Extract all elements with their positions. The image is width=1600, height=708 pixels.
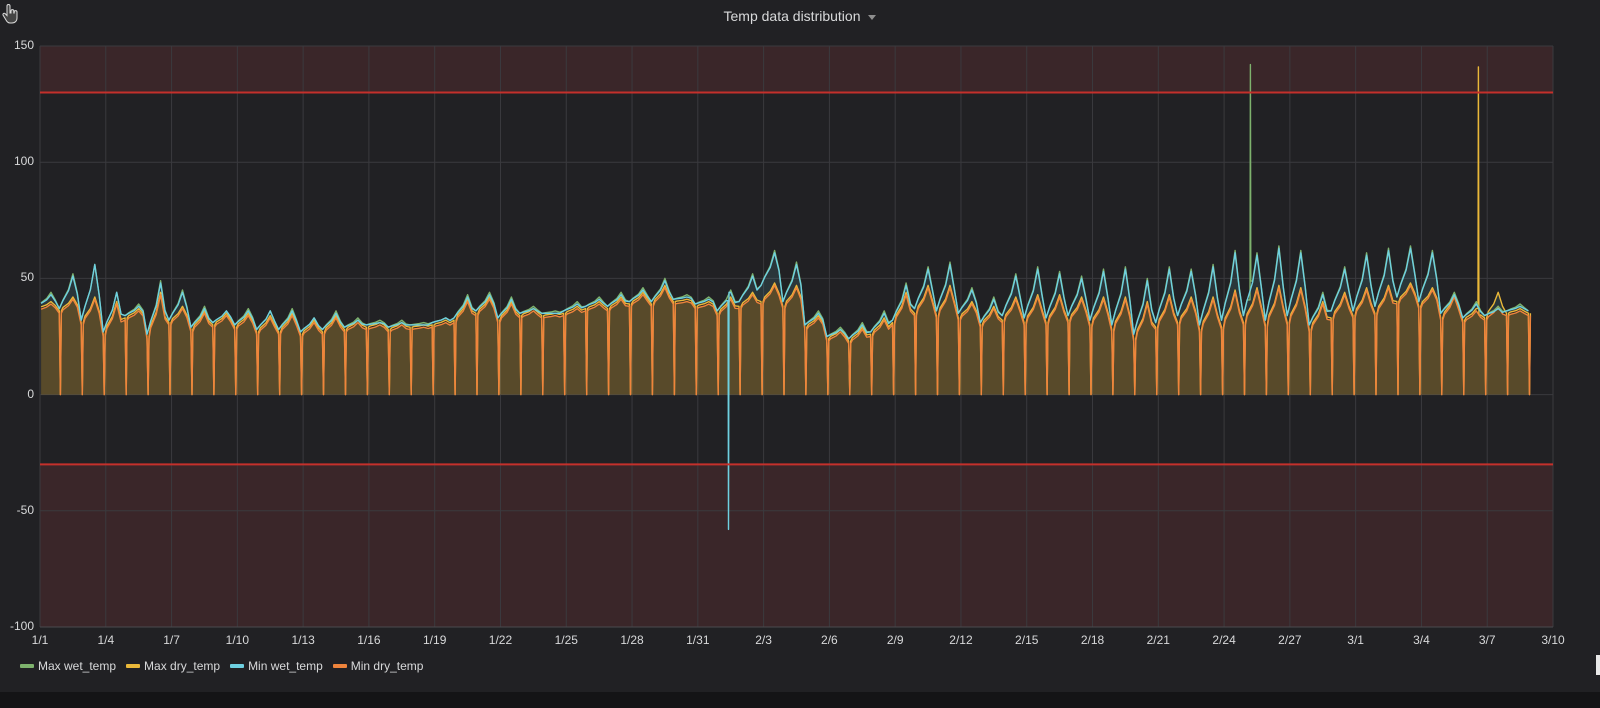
x-tick-label: 3/7 — [1478, 633, 1496, 647]
x-tick-label: 1/7 — [163, 633, 180, 647]
legend-item-min-wet-temp[interactable]: Min wet_temp — [230, 659, 323, 673]
x-tick-label: 1/10 — [225, 633, 250, 647]
legend-item-max-wet-temp[interactable]: Max wet_temp — [20, 659, 116, 673]
series-line-min-dry-temp[interactable] — [40, 284, 1532, 396]
legend-swatch-icon — [20, 664, 34, 668]
x-tick-label: 2/12 — [949, 633, 973, 647]
graph-panel: Temp data distribution 150 100 50 0 -50 -100 … — [0, 0, 1600, 693]
panel-title-menu[interactable]: Temp data distribution — [724, 8, 877, 24]
y-tick-label: -50 — [16, 502, 34, 517]
y-tick-label: 100 — [13, 154, 34, 169]
x-tick-label: 1/13 — [291, 633, 315, 647]
area-fill — [41, 285, 1531, 395]
x-tick-label: 2/6 — [821, 633, 838, 647]
x-tick-label: 2/3 — [755, 633, 772, 647]
x-tick-label: 3/1 — [1347, 633, 1364, 647]
legend-swatch-icon — [230, 664, 245, 668]
legend-item-min-dry-temp[interactable]: Min dry_temp — [332, 659, 423, 673]
x-tick-label: 1/16 — [357, 633, 381, 647]
legend: Max wet_temp Max dry_temp Min wet_temp M… — [20, 659, 433, 673]
x-tick-label: 3/4 — [1413, 633, 1430, 647]
legend-swatch-icon — [332, 664, 347, 668]
x-tick-label: 2/9 — [886, 633, 904, 647]
time-series-chart[interactable] — [0, 0, 1600, 692]
x-tick-label: 1/1 — [31, 633, 49, 647]
panel-resize-handle[interactable] — [1596, 655, 1600, 675]
legend-item-max-dry-temp[interactable]: Max dry_temp — [126, 659, 220, 673]
x-tick-label: 1/31 — [686, 633, 710, 647]
y-tick-label: -100 — [9, 619, 34, 633]
y-tick-label: 50 — [20, 270, 34, 285]
hand-cursor-icon — [2, 4, 18, 24]
legend-swatch-icon — [126, 664, 141, 668]
band-fill — [41, 64, 1529, 342]
x-tick-label: 1/19 — [423, 633, 447, 647]
x-tick-label: 2/18 — [1080, 633, 1105, 647]
x-tick-label: 2/24 — [1212, 633, 1236, 647]
threshold-region — [40, 464, 1553, 627]
caret-down-icon — [868, 14, 877, 20]
x-tick-label: 2/21 — [1146, 633, 1170, 647]
x-tick-label: 1/4 — [97, 633, 115, 647]
x-tick-label: 1/28 — [620, 633, 644, 647]
series-line-min-wet-temp[interactable] — [40, 247, 1529, 531]
threshold-region — [40, 46, 1553, 93]
x-tick-label: 2/15 — [1015, 633, 1039, 647]
panel-title: Temp data distribution — [723, 8, 861, 24]
panel-header: Temp data distribution — [0, 0, 1600, 32]
x-tick-label: 1/22 — [488, 633, 513, 647]
y-tick-label: 150 — [13, 38, 34, 52]
x-tick-label: 3/10 — [1541, 633, 1565, 647]
x-tick-label: 2/27 — [1278, 633, 1302, 647]
page-bottom — [0, 692, 1600, 708]
y-tick-label: 0 — [27, 386, 34, 401]
x-tick-label: 1/25 — [554, 633, 578, 647]
